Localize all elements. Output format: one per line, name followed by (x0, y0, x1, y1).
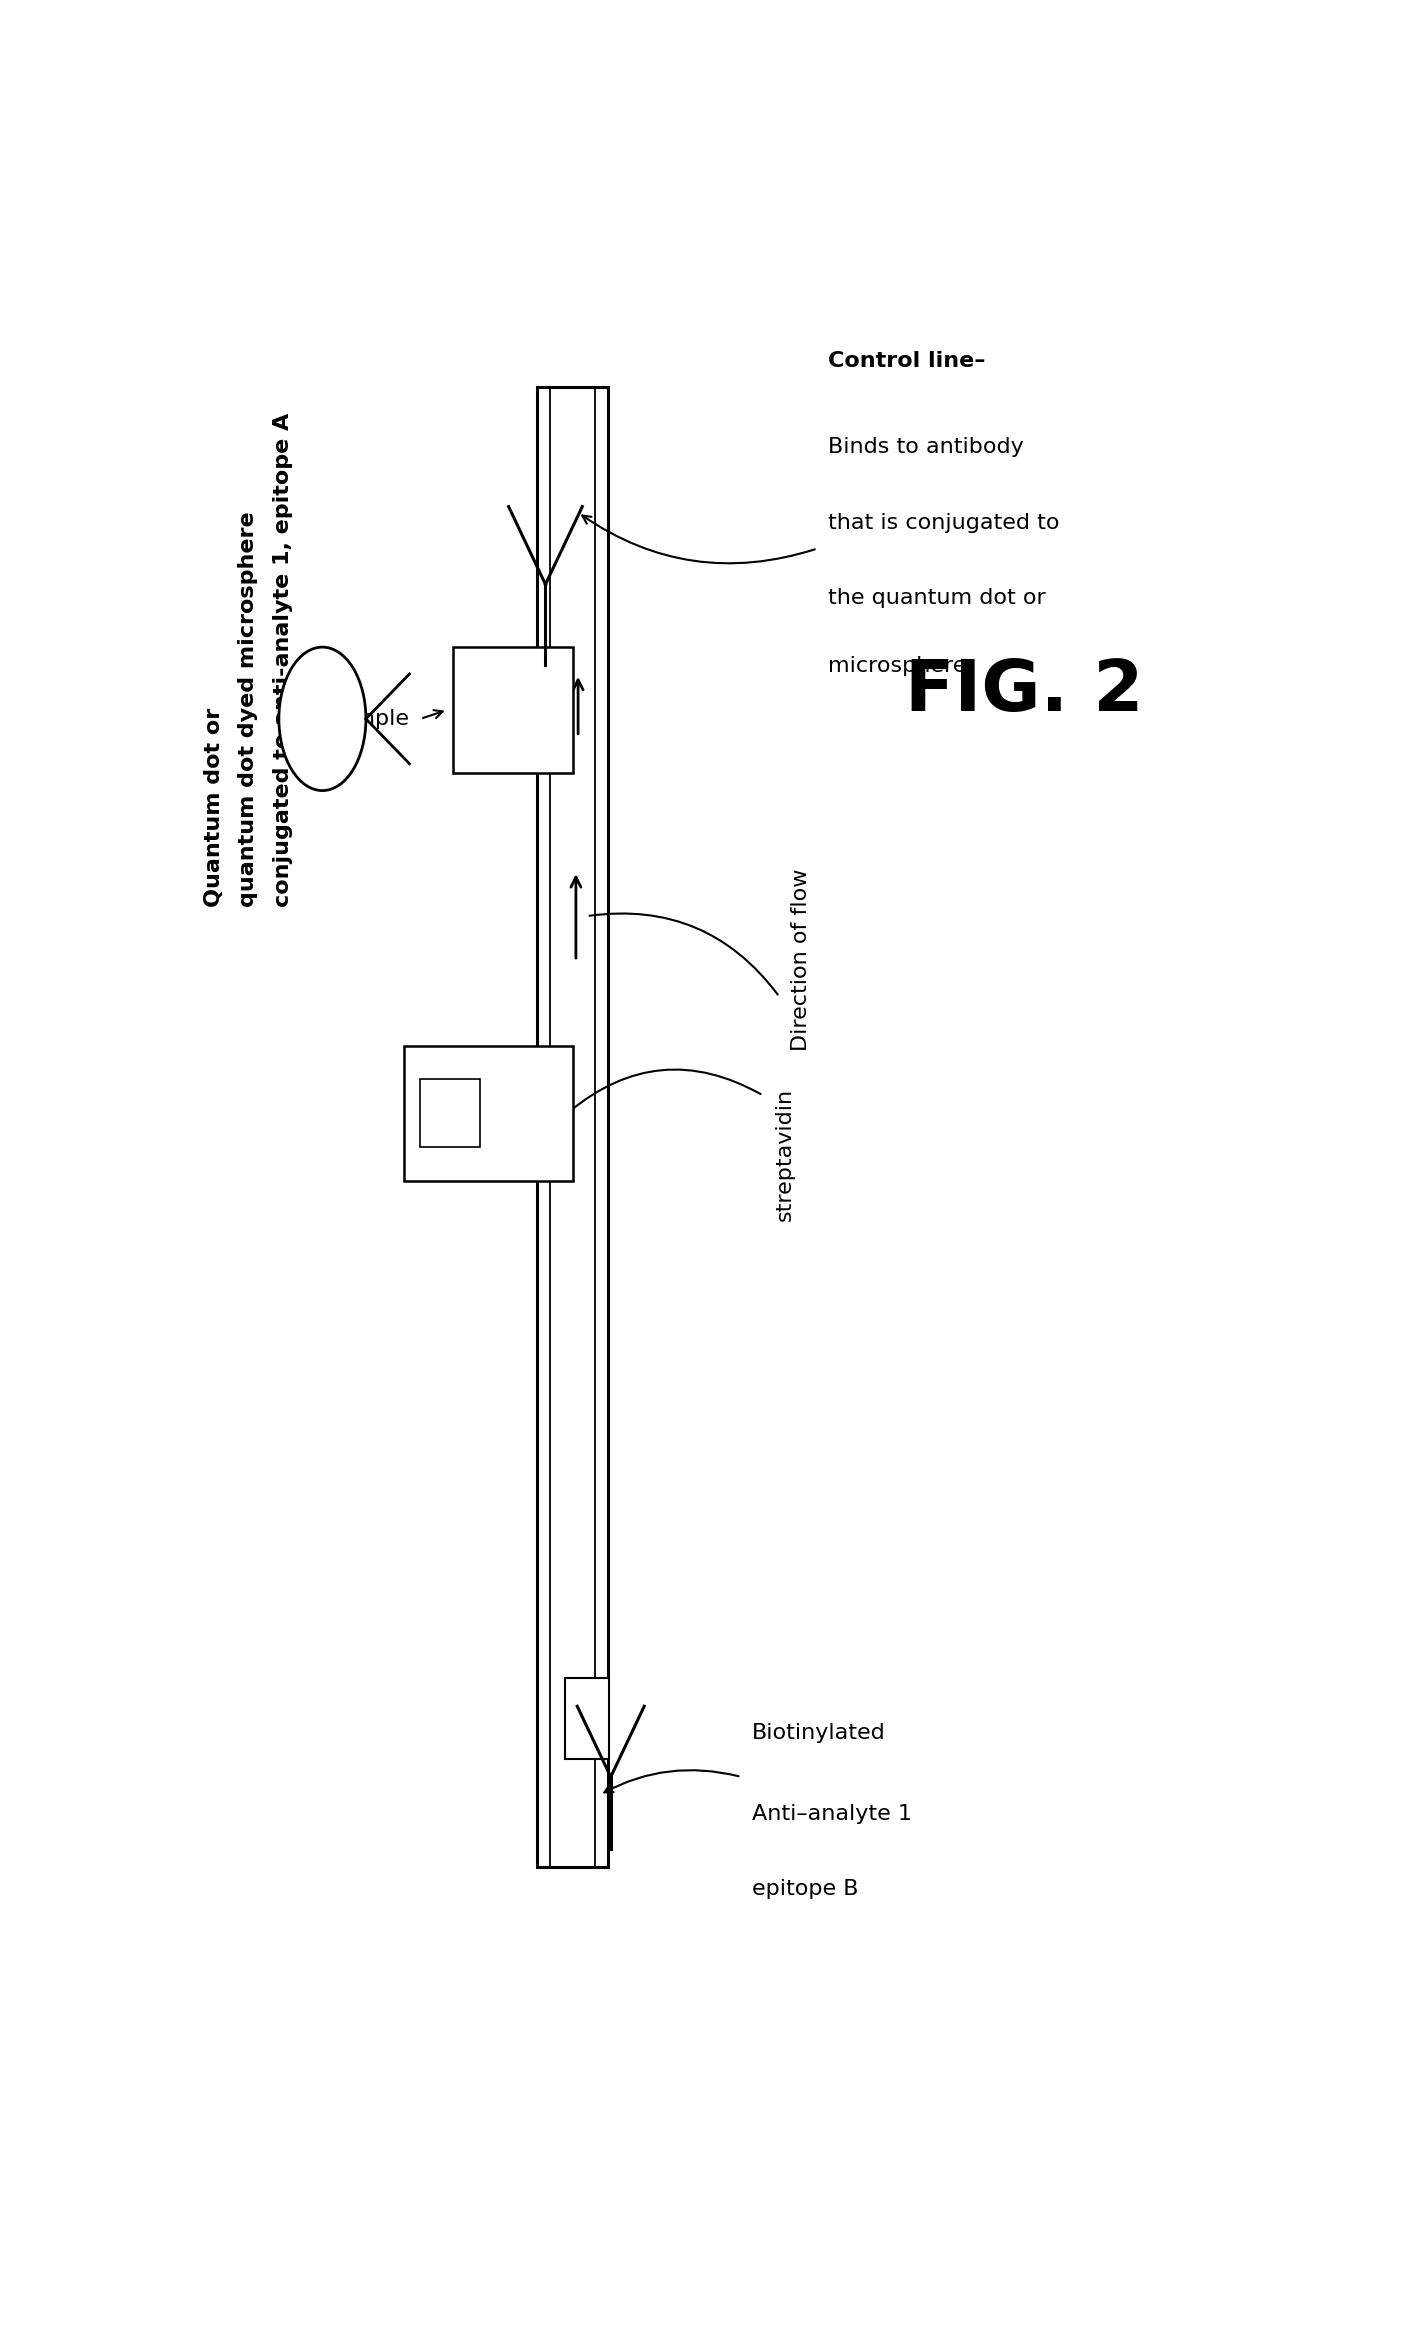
Bar (538, 387, 608, 1866)
Text: +Sample: +Sample (307, 708, 410, 729)
Bar (404, 1046, 573, 1181)
Text: quantum dot dyed microsphere: quantum dot dyed microsphere (239, 512, 258, 906)
Bar (453, 647, 573, 773)
Text: Control line–: Control line– (828, 352, 986, 370)
Text: the quantum dot or: the quantum dot or (828, 587, 1046, 608)
Text: Binds to antibody: Binds to antibody (828, 438, 1024, 456)
Text: Biotinylated: Biotinylated (753, 1723, 886, 1742)
Text: Anti–analyte 1: Anti–analyte 1 (753, 1803, 913, 1824)
Text: microsphere: microsphere (828, 657, 967, 675)
Bar (564, 1679, 608, 1758)
Text: FIG. 2: FIG. 2 (906, 657, 1143, 727)
Text: Quantum dot or: Quantum dot or (204, 708, 223, 906)
Text: Direction of flow: Direction of flow (792, 869, 812, 1050)
Text: epitope B: epitope B (753, 1880, 859, 1898)
Circle shape (279, 647, 366, 790)
Text: that is conjugated to: that is conjugated to (828, 512, 1060, 533)
Text: conjugated to anti-analyte 1, epitope A: conjugated to anti-analyte 1, epitope A (274, 412, 293, 906)
Text: streptavidin: streptavidin (775, 1088, 795, 1220)
Bar (420, 1078, 480, 1148)
